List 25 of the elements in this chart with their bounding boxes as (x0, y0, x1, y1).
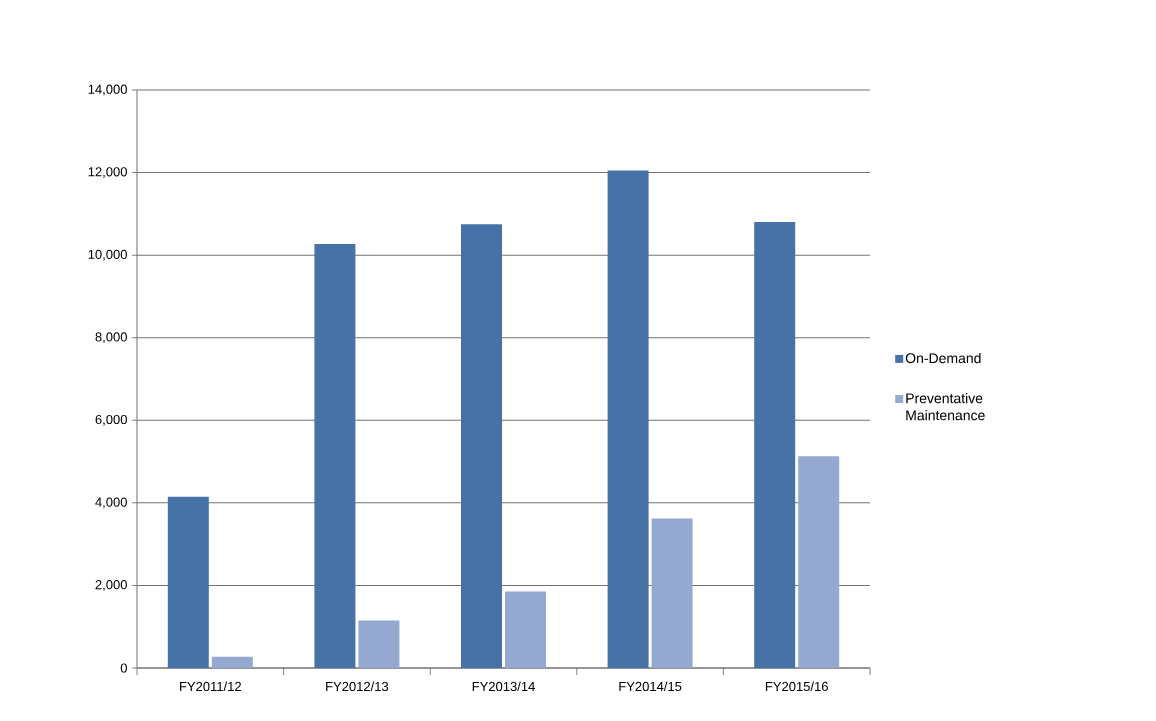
bar (358, 620, 400, 668)
bar (167, 496, 209, 668)
y-tick-label: 0 (120, 663, 127, 673)
bar (314, 243, 356, 668)
bar (505, 591, 547, 668)
y-tick-label: 10,000 (88, 249, 127, 261)
y-tick-label: 12,000 (88, 167, 127, 178)
y-tick-label: 8,000 (95, 332, 127, 344)
legend-label: On-Demand (905, 352, 981, 364)
bar (211, 656, 253, 668)
bar (461, 224, 503, 668)
bar (607, 170, 649, 668)
bar (798, 456, 840, 668)
x-tick-label: FY2013/14 (472, 681, 535, 692)
legend-label: Preventative Maintenance (906, 393, 985, 421)
x-tick-label: FY2015/16 (765, 681, 828, 692)
x-tick-label: FY2011/12 (180, 681, 241, 692)
bar (651, 518, 693, 668)
bar (754, 222, 796, 668)
y-tick-label: 4,000 (95, 497, 127, 509)
x-tick-label: FY2012/13 (326, 681, 389, 692)
y-tick-label: 14,000 (88, 84, 127, 96)
y-tick-label: 2,000 (95, 580, 127, 591)
y-tick-label: 6,000 (95, 414, 127, 426)
x-tick-label: FY2014/15 (619, 681, 682, 692)
